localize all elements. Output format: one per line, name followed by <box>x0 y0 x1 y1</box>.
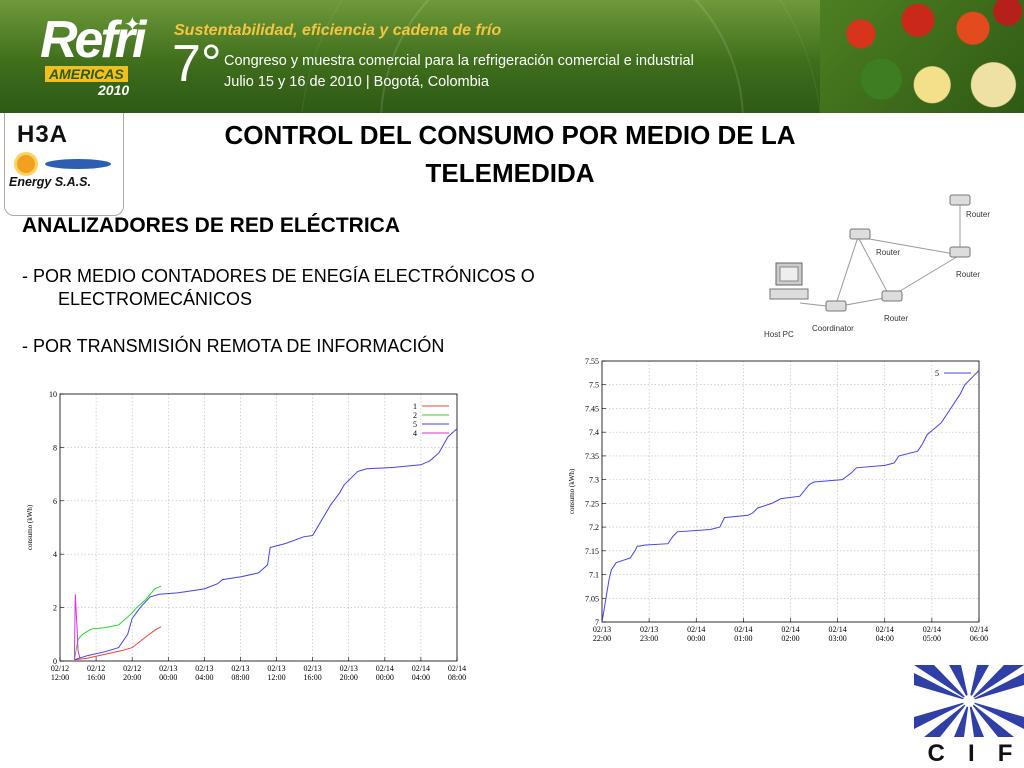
x-tick-label: 02/12 20:00 <box>123 664 141 682</box>
slide-subheading: ANALIZADORES DE RED ELÉCTRICA <box>22 214 401 237</box>
y-tick-label: 7.4 <box>589 428 599 437</box>
cif-logo-text: C I F <box>916 740 1024 768</box>
x-tick-label: 02/14 00:00 <box>687 625 705 643</box>
banner-tagline: Sustentabilidad, eficiencia y cadena de … <box>174 22 502 39</box>
x-tick-label: 02/13 22:00 <box>593 625 611 643</box>
y-tick-label: 2 <box>53 604 57 613</box>
sun-icon <box>17 155 35 173</box>
series-line-4 <box>73 594 81 660</box>
y-tick-label: 4 <box>53 550 57 559</box>
bullet-2: - POR TRANSMISIÓN REMOTA DE INFORMACIÓN <box>22 336 445 356</box>
x-tick-label: 02/13 04:00 <box>195 664 213 682</box>
swoosh-icon <box>45 159 111 169</box>
x-tick-label: 02/13 12:00 <box>267 664 285 682</box>
router-icon <box>949 194 971 206</box>
y-tick-label: 7.05 <box>585 594 599 603</box>
cif-letter: C <box>927 740 945 767</box>
y-tick-label: 8 <box>53 443 57 452</box>
logo-year: 2010 <box>98 82 130 98</box>
cif-letter: I <box>967 740 975 767</box>
legend-label: 5 <box>413 420 417 429</box>
series-line-1 <box>74 626 162 661</box>
y-tick-label: 7.55 <box>585 357 599 366</box>
network-label: Coordinator <box>812 324 854 333</box>
network-label: Router <box>966 210 990 219</box>
h3a-logo-mark: H3A <box>17 121 69 148</box>
network-label: Host PC <box>764 330 794 339</box>
company-name: Energy S.A.S. <box>9 175 91 189</box>
network-label: Router <box>956 270 980 279</box>
y-axis-label: consumo (kWh) <box>568 468 576 514</box>
router-icon <box>881 290 903 302</box>
y-tick-label: 0 <box>53 657 57 666</box>
x-tick-label: 02/14 03:00 <box>829 625 847 643</box>
bullet-1: - POR MEDIO CONTADORES DE ENEGÍA ELECTRÓ… <box>22 266 535 286</box>
y-tick-label: 6 <box>53 497 57 506</box>
y-axis-label: consumo (kWh) <box>26 504 34 550</box>
header-banner: Refri ✦ AMERICAS 2010 Sustentabilidad, e… <box>0 0 1024 113</box>
legend-label: 1 <box>413 402 417 411</box>
slide-title: CONTROL DEL CONSUMO POR MEDIO DE LA TELE… <box>224 120 796 188</box>
vegetables-photo <box>820 0 1024 113</box>
plot-frame <box>59 393 458 662</box>
star-icon: ✦ <box>124 14 141 36</box>
cif-letter: F <box>997 740 1013 767</box>
network-label: Router <box>876 248 900 257</box>
y-tick-label: 10 <box>49 390 57 399</box>
banner-line-2: Julio 15 y 16 de 2010 | Bogotá, Colombia <box>224 74 489 90</box>
x-tick-label: 02/14 04:00 <box>412 664 430 682</box>
x-tick-label: 02/13 23:00 <box>640 625 658 643</box>
y-tick-label: 7.2 <box>589 523 599 532</box>
y-tick-label: 7 <box>595 618 599 627</box>
y-tick-label: 7.15 <box>585 547 599 556</box>
x-tick-label: 02/12 12:00 <box>51 664 69 682</box>
h3a-energy-logo: H3A Energy S.A.S. <box>4 113 124 216</box>
x-tick-label: 02/12 16:00 <box>87 664 105 682</box>
x-tick-label: 02/14 02:00 <box>781 625 799 643</box>
y-tick-label: 7.35 <box>585 452 599 461</box>
legend-label: 4 <box>413 429 417 438</box>
x-tick-label: 02/14 08:00 <box>448 664 466 682</box>
x-tick-label: 02/13 20:00 <box>340 664 358 682</box>
legend-label: 2 <box>413 411 417 420</box>
y-tick-label: 7.3 <box>589 476 599 485</box>
router-icon <box>849 228 871 240</box>
x-tick-label: 02/14 01:00 <box>734 625 752 643</box>
network-label: Router <box>884 314 908 323</box>
y-tick-label: 7.5 <box>589 381 599 390</box>
bullet-1-continuation: ELECTROMECÁNICOS <box>58 289 253 309</box>
series-line-5 <box>601 370 980 623</box>
x-tick-label: 02/13 00:00 <box>159 664 177 682</box>
series-line-2 <box>73 585 162 660</box>
x-tick-label: 02/14 06:00 <box>970 625 988 643</box>
consumption-chart-series-5: 7 7.05 7.1 7.15 7.2 7.25 7.3 7.35 7.4 7.45 7.5 7.55… <box>568 357 988 643</box>
banner-edition: 7° <box>172 35 222 93</box>
x-tick-label: 02/14 00:00 <box>376 664 394 682</box>
americas-logo-text: AMERICAS <box>45 66 128 82</box>
y-tick-label: 7.25 <box>585 499 599 508</box>
y-tick-label: 7.45 <box>585 404 599 413</box>
series-line-5 <box>74 428 458 661</box>
router-icon <box>949 246 971 258</box>
x-tick-label: 02/13 08:00 <box>231 664 249 682</box>
host-pc-icon <box>769 262 809 300</box>
refri-logo-text: Refri <box>40 11 146 69</box>
y-tick-label: 7.1 <box>589 571 599 580</box>
cif-logo <box>914 665 1024 737</box>
x-tick-label: 02/14 05:00 <box>923 625 941 643</box>
coordinator-icon <box>825 300 847 312</box>
consumption-chart-multi: 0 2 4 6 8 10 02/12 12:00 02/12 16:00 02/12 20:00 02/… <box>26 390 466 682</box>
x-tick-label: 02/14 04:00 <box>876 625 894 643</box>
x-tick-label: 02/13 16:00 <box>304 664 322 682</box>
cif-star-icon <box>914 665 1024 737</box>
banner-line-1: Congreso y muestra comercial para la ref… <box>224 53 694 69</box>
network-diagram: Router Router Router Router Host PC Coor… <box>764 194 990 339</box>
legend-label: 5 <box>935 369 939 378</box>
